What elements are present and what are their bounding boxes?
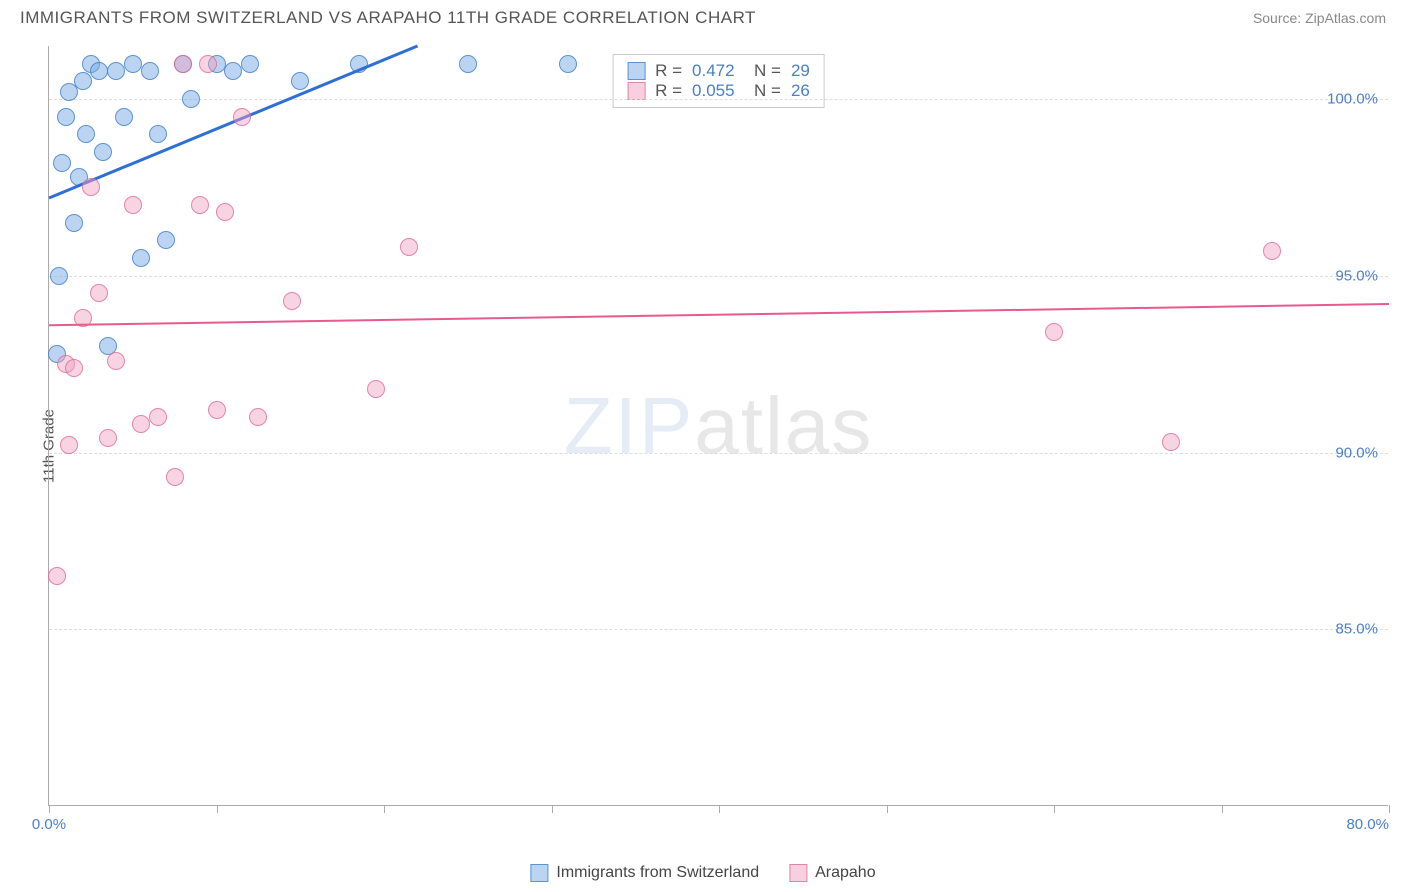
- legend-label: Arapaho: [815, 864, 876, 882]
- xtick: [384, 805, 385, 813]
- legend-item: Arapaho: [789, 864, 876, 882]
- xtick: [887, 805, 888, 813]
- xtick: [49, 805, 50, 813]
- xtick-label: 80.0%: [1346, 816, 1389, 833]
- xtick: [1054, 805, 1055, 813]
- xtick: [552, 805, 553, 813]
- series-legend: Immigrants from Switzerland Arapaho: [530, 864, 875, 882]
- chart-title: IMMIGRANTS FROM SWITZERLAND VS ARAPAHO 1…: [20, 8, 756, 28]
- source-label: Source: ZipAtlas.com: [1253, 10, 1386, 26]
- legend-item: Immigrants from Switzerland: [530, 864, 759, 882]
- xtick: [1389, 805, 1390, 813]
- legend-swatch: [530, 864, 548, 882]
- legend-label: Immigrants from Switzerland: [556, 864, 759, 882]
- header: IMMIGRANTS FROM SWITZERLAND VS ARAPAHO 1…: [0, 0, 1406, 32]
- xtick: [1222, 805, 1223, 813]
- chart-plot-area: ZIPatlas R = 0.472 N = 29R = 0.055 N = 2…: [48, 46, 1388, 806]
- legend-swatch: [789, 864, 807, 882]
- xtick: [719, 805, 720, 813]
- xtick-label: 0.0%: [32, 816, 66, 833]
- xtick: [217, 805, 218, 813]
- trendline: [49, 46, 1389, 806]
